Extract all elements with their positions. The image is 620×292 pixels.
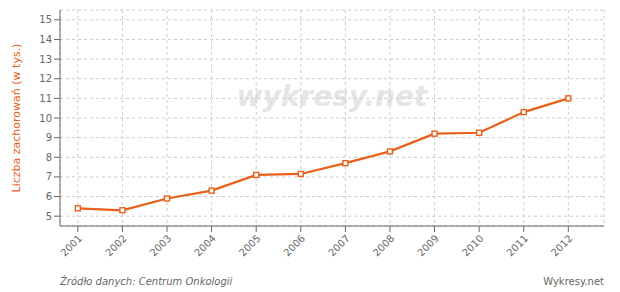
- svg-text:2005: 2005: [237, 233, 263, 259]
- svg-text:2006: 2006: [281, 233, 307, 259]
- svg-text:11: 11: [39, 93, 52, 104]
- svg-text:Liczba zachorowań (w tys.): Liczba zachorowań (w tys.): [10, 44, 23, 193]
- svg-text:2001: 2001: [58, 233, 84, 259]
- svg-text:8: 8: [46, 152, 52, 163]
- svg-text:2009: 2009: [415, 233, 441, 259]
- svg-text:2008: 2008: [371, 233, 397, 259]
- svg-text:6: 6: [46, 191, 52, 202]
- svg-text:12: 12: [39, 73, 52, 84]
- svg-text:5: 5: [46, 211, 52, 222]
- svg-text:2003: 2003: [148, 233, 174, 259]
- svg-text:9: 9: [46, 132, 52, 143]
- svg-text:2007: 2007: [326, 233, 352, 259]
- svg-text:2004: 2004: [192, 233, 218, 259]
- svg-text:2012: 2012: [549, 233, 575, 259]
- svg-text:13: 13: [39, 54, 52, 65]
- html-text:Źródło danych: Centrum Onkolog: Źródło danych: Centrum Onkologii: [60, 276, 233, 287]
- svg-text:14: 14: [39, 34, 52, 45]
- svg-text:2002: 2002: [103, 233, 129, 259]
- svg-text:15: 15: [39, 14, 52, 25]
- html-text:Wykresy.net: Wykresy.net: [543, 276, 604, 287]
- svg-text:2010: 2010: [460, 233, 486, 259]
- svg-text:2011: 2011: [504, 233, 530, 259]
- html-text:wykresy.net: wykresy.net: [236, 79, 428, 113]
- svg-text:10: 10: [39, 113, 52, 124]
- svg-text:7: 7: [46, 171, 52, 182]
